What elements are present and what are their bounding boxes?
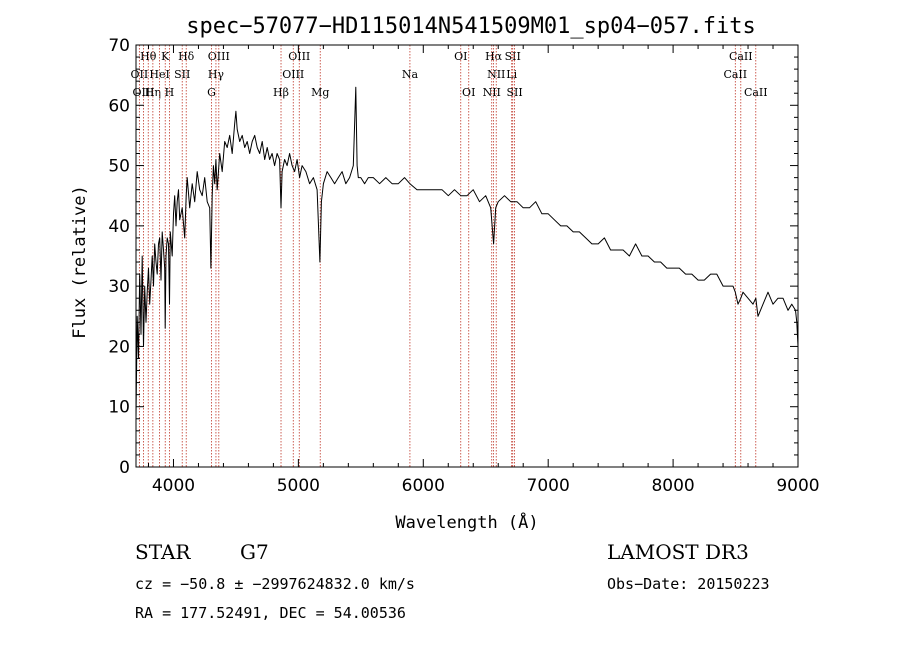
spectral-line-label: Hα: [485, 50, 503, 63]
spectral-line-label: SII: [505, 50, 521, 63]
series-layer: [135, 86, 799, 419]
y-tick-label: 70: [108, 36, 130, 56]
spectral-line-label: Hβ: [273, 86, 289, 99]
x-tick-label: 7000: [527, 476, 570, 496]
spectrum-series-line: [135, 86, 799, 419]
y-axis-label: Flux (relative): [70, 185, 90, 339]
redshift-text: cz = −50.8 ± −2997624832.0 km/s: [135, 575, 415, 593]
y-tick-label: 20: [108, 337, 130, 357]
x-tick-label: 8000: [651, 476, 694, 496]
spectral-line-label: Li: [506, 68, 517, 81]
object-class: STAR: [135, 540, 191, 564]
y-tick-label: 50: [108, 157, 130, 177]
spectral-line-label: OIII: [208, 50, 230, 63]
spectral-line-label: Hη: [145, 86, 161, 99]
spectral-line-label: CaII: [744, 86, 768, 99]
coordinates-text: RA = 177.52491, DEC = 54.00536: [135, 604, 406, 622]
y-tick-label: 0: [119, 458, 130, 478]
x-tick-label: 9000: [776, 476, 819, 496]
spectral-line-label: CaII: [729, 50, 753, 63]
spectral-line-label: Hθ: [140, 50, 157, 63]
spectral-line-label: Hδ: [178, 50, 195, 63]
y-tick-label: 10: [108, 398, 130, 418]
spectral-line-label: OII: [131, 68, 149, 81]
y-tick-label: 60: [108, 96, 130, 116]
spectral-line-label: HeI: [149, 68, 169, 81]
spectral-line-label: Hγ: [208, 68, 225, 81]
axis-ticks: 4000 5000 6000 7000 8000 9000 0 10 20 30 40 50 60 70: [108, 36, 819, 496]
object-subclass: G7: [240, 540, 269, 564]
x-tick-label: 4000: [152, 476, 195, 496]
spectral-line-label: K: [161, 50, 170, 63]
spectral-line-label: Mg: [311, 86, 329, 99]
spectral-line-label: OI: [462, 86, 475, 99]
spectral-line-label: CaII: [723, 68, 747, 81]
survey-name: LAMOST DR3: [607, 540, 749, 564]
y-tick-label: 40: [108, 217, 130, 237]
spectral-line-label: OIII: [288, 50, 310, 63]
plot-frame: [135, 44, 799, 468]
spectral-line-label: OIII: [282, 68, 304, 81]
spectral-line-label: G: [207, 86, 216, 99]
spectral-line-label: OIII: [132, 86, 154, 99]
x-tick-label: 5000: [277, 476, 320, 496]
x-tick-label: 6000: [402, 476, 445, 496]
spectral-line-label: Na: [402, 68, 419, 81]
chart-title: spec−57077−HD115014N541509M01_sp04−057.f…: [186, 14, 756, 39]
spectral-line-label: SII: [174, 68, 190, 81]
x-axis-label: Wavelength (Å): [395, 511, 538, 533]
spectral-line-label: NII: [483, 86, 501, 99]
spectral-line-label: OI: [454, 50, 467, 63]
spectral-line-label: NII: [487, 68, 505, 81]
obs-date: Obs−Date: 20150223: [607, 575, 770, 593]
spectral-line-label: SII: [506, 86, 522, 99]
spectral-line-label: H: [165, 86, 175, 99]
y-tick-label: 30: [108, 277, 130, 297]
